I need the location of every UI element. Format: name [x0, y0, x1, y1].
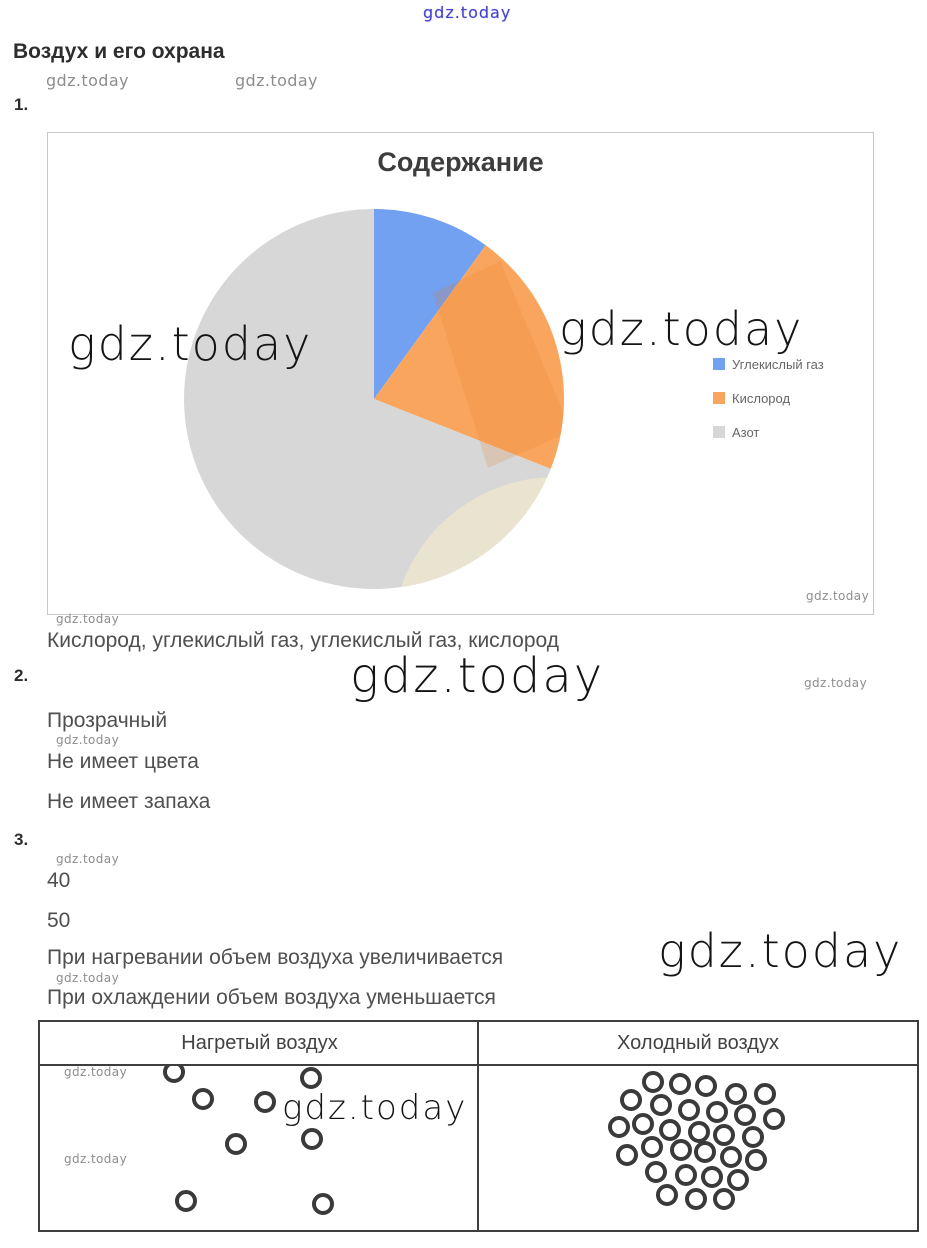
- cold-air-molecule: [632, 1113, 654, 1135]
- legend-label: Кислород: [732, 390, 791, 406]
- section3-label: 3.: [14, 830, 29, 849]
- cold-air-molecule: [742, 1126, 764, 1148]
- pie-slice-1: [374, 209, 486, 399]
- cold-air-molecule: [659, 1119, 681, 1141]
- cold-air-molecule: [650, 1094, 672, 1116]
- watermark-small: gdz.today: [64, 1152, 128, 1166]
- answer3-line: При охлаждении объем воздуха уменьшается: [47, 986, 496, 1009]
- cold-air-molecule: [706, 1101, 728, 1123]
- section2-label: 2.: [14, 666, 29, 685]
- hot-air-molecule: [175, 1190, 197, 1212]
- watermark-small: gdz.today: [56, 852, 120, 866]
- hot-air-molecule: [301, 1128, 323, 1150]
- legend-item: Углекислый газ: [713, 356, 824, 372]
- air-comparison-table: Нагретый воздух Холодный воздух gdz.toda…: [38, 1020, 919, 1232]
- answer2-line: Прозрачный: [47, 709, 168, 732]
- legend-label: Углекислый газ: [732, 356, 824, 372]
- cold-air-molecule: [713, 1124, 735, 1146]
- hot-air-molecule: [254, 1091, 276, 1113]
- legend-item: Азот: [713, 424, 824, 440]
- table-column-divider: [477, 1022, 479, 1230]
- pie-slice-3: [184, 209, 551, 589]
- watermark-big: gdz.today: [68, 317, 313, 371]
- cold-air-molecule: [620, 1089, 642, 1111]
- legend-swatch: [713, 358, 725, 370]
- answer3-line: При нагревании объем воздуха увеличивает…: [47, 946, 504, 969]
- watermark-big: gdz.today: [350, 648, 605, 704]
- legend-swatch: [713, 426, 725, 438]
- watermark-small: gdz.today: [56, 971, 120, 985]
- legend-swatch: [713, 392, 725, 404]
- watermark-small: gdz.today: [804, 676, 868, 690]
- cold-air-molecule: [656, 1184, 678, 1206]
- cold-air-molecule: [688, 1121, 710, 1143]
- answer1-text: Кислород, углекислый газ, углекислый газ…: [47, 629, 559, 652]
- hot-air-molecule: [300, 1067, 322, 1089]
- watermark-small: gdz.today: [46, 71, 129, 90]
- cold-air-molecule: [645, 1161, 667, 1183]
- cold-air-molecule: [754, 1083, 776, 1105]
- watermark-big: gdz.today: [559, 302, 804, 356]
- cold-air-molecule: [695, 1075, 717, 1097]
- legend-item: Кислород: [713, 390, 824, 406]
- page-title: Воздух и его охрана: [13, 40, 225, 63]
- cold-air-molecule: [642, 1071, 664, 1093]
- answer2-line: Не имеет цвета: [47, 750, 199, 773]
- watermark-top: gdz.today: [423, 3, 512, 22]
- pie-slice-2: [374, 245, 565, 469]
- cold-air-molecule: [701, 1166, 723, 1188]
- cold-air-molecule: [734, 1104, 756, 1126]
- watermark-small: gdz.today: [235, 71, 318, 90]
- answer3-line: 50: [47, 909, 71, 932]
- answer3-line: 40: [47, 869, 71, 892]
- table-header-cold: Холодный воздух: [617, 1032, 779, 1054]
- cold-air-molecule: [670, 1139, 692, 1161]
- watermark-small: gdz.today: [56, 733, 120, 747]
- pie-slices: [184, 209, 565, 589]
- cold-air-molecule: [720, 1146, 742, 1168]
- cold-air-molecule: [675, 1164, 697, 1186]
- cold-air-molecule: [616, 1144, 638, 1166]
- cold-air-molecule: [678, 1099, 700, 1121]
- pie-chart: [184, 209, 565, 589]
- legend-label: Азот: [732, 424, 760, 440]
- cold-air-molecule: [641, 1136, 663, 1158]
- cold-air-molecule: [725, 1083, 747, 1105]
- cold-air-molecule: [685, 1188, 707, 1210]
- cold-air-molecule: [608, 1116, 630, 1138]
- hot-air-molecule: [312, 1193, 334, 1215]
- cold-air-molecule: [669, 1073, 691, 1095]
- chart-title: Содержание: [377, 147, 544, 177]
- cold-air-molecule: [694, 1141, 716, 1163]
- table-header-hot: Нагретый воздух: [181, 1032, 338, 1054]
- cold-air-molecule: [745, 1149, 767, 1171]
- watermark-small: gdz.today: [806, 589, 870, 603]
- watermark-ring: [392, 477, 564, 589]
- answer2-line: Не имеет запаха: [47, 790, 211, 813]
- watermark-small: gdz.today: [56, 612, 120, 626]
- cold-air-molecule: [727, 1169, 749, 1191]
- section1-label: 1.: [14, 95, 29, 114]
- hot-air-molecule: [225, 1133, 247, 1155]
- watermark-big: gdz.today: [282, 1088, 468, 1128]
- pie-chart-panel: Содержание gdz.today gdz.today Углекислы…: [47, 132, 874, 615]
- watermark-small: gdz.today: [64, 1065, 128, 1079]
- cold-air-molecule: [713, 1188, 735, 1210]
- hot-air-molecule: [192, 1088, 214, 1110]
- watermark-shade: [433, 261, 564, 468]
- watermark-big: gdz.today: [658, 924, 903, 978]
- chart-legend: Углекислый газ Кислород Азот: [713, 357, 824, 459]
- cold-air-molecule: [763, 1108, 785, 1130]
